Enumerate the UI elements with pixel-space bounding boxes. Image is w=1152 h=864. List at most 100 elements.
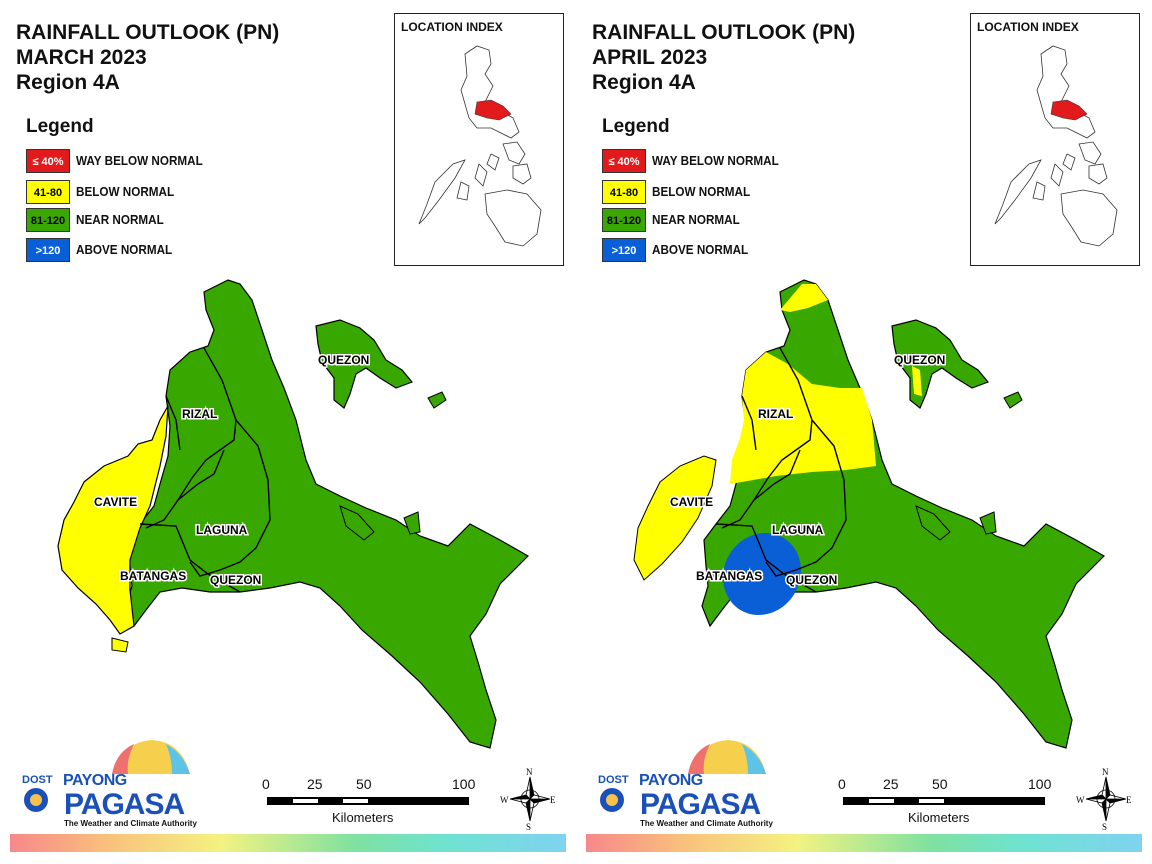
svg-text:W: W — [1076, 795, 1085, 805]
title-line-1: RAINFALL OUTLOOK (PN) — [592, 21, 856, 44]
scale-unit: Kilometers — [332, 810, 394, 825]
svg-text:W: W — [500, 795, 509, 805]
region-below-normal-north — [780, 284, 828, 312]
logo-tagline: The Weather and Climate Authority — [64, 819, 197, 828]
umbrella-logo-icon — [24, 740, 190, 812]
region-below-normal-cavite — [633, 455, 717, 581]
scale-bar: 0 25 50 100 Kilometers — [838, 776, 1058, 836]
island-small-2 — [339, 505, 375, 541]
island-small-2 — [915, 505, 951, 541]
region-below-normal-cavite — [57, 405, 169, 635]
panel-april: RAINFALL OUTLOOK (PN) APRIL 2023 Region … — [576, 0, 1152, 864]
logo-payong: PAYONG — [639, 772, 703, 789]
compass-rose-icon: N S W E — [500, 767, 556, 832]
legend-title: Legend — [602, 116, 670, 137]
title-line-2: MARCH 2023 — [16, 46, 147, 69]
scale-bar: 0 25 50 100 Kilometers — [262, 776, 482, 836]
legend-swatch-above: >120 — [26, 238, 70, 262]
label-quezon-north: QUEZON — [318, 353, 369, 367]
scale-tick-50: 50 — [932, 776, 948, 792]
scale-bar-graphic — [267, 797, 469, 805]
label-quezon-south: QUEZON — [210, 573, 261, 587]
legend-label-near: NEAR NORMAL — [652, 212, 740, 227]
legend-label-below: BELOW NORMAL — [76, 184, 175, 199]
svg-text:E: E — [1126, 795, 1132, 805]
scale-tick-100: 100 — [1028, 776, 1052, 792]
scale-tick-0: 0 — [838, 776, 846, 792]
pagasa-logo: DOST PAYONG PAGASA The Weather and Clima… — [592, 740, 773, 832]
label-laguna: LAGUNA — [196, 523, 248, 537]
legend-label-way-below: WAY BELOW NORMAL — [652, 153, 779, 168]
rainfall-map-april: QUEZON RIZAL CAVITE LAGUNA BATANGAS QUEZ… — [633, 279, 1105, 749]
scale-bar-graphic — [843, 797, 1045, 805]
legend-label-below: BELOW NORMAL — [652, 184, 751, 199]
legend-label-near: NEAR NORMAL — [76, 212, 164, 227]
legend-swatch-below: 41-80 — [26, 180, 70, 204]
scale-tick-100: 100 — [452, 776, 476, 792]
scale-tick-50: 50 — [356, 776, 372, 792]
svg-text:N: N — [526, 767, 533, 777]
island-small-1 — [427, 391, 447, 409]
svg-text:S: S — [1102, 822, 1107, 832]
label-quezon-south: QUEZON — [786, 573, 837, 587]
bottom-gradient-bar — [10, 834, 566, 852]
scale-tick-25: 25 — [883, 776, 899, 792]
island-small-3 — [403, 511, 421, 535]
island-yellow-strip — [912, 366, 922, 396]
svg-text:S: S — [526, 822, 531, 832]
pagasa-logo: DOST PAYONG PAGASA The Weather and Clima… — [16, 740, 197, 832]
label-rizal: RIZAL — [758, 407, 793, 421]
panel-march: RAINFALL OUTLOOK (PN) MARCH 2023 Region … — [10, 13, 566, 852]
island-polillo — [315, 319, 414, 409]
title-line-1: RAINFALL OUTLOOK (PN) — [16, 21, 280, 44]
title-line-3: Region 4A — [16, 71, 120, 94]
logo-dost: DOST — [22, 774, 53, 786]
logo-payong: PAYONG — [63, 772, 127, 789]
title-line-3: Region 4A — [592, 71, 696, 94]
panel-title: RAINFALL OUTLOOK (PN) APRIL 2023 Region … — [592, 20, 855, 95]
philippines-outline-icon — [994, 45, 1118, 247]
legend-swatch-way-below: ≤ 40% — [26, 149, 70, 173]
place-labels: QUEZON RIZAL CAVITE LAGUNA BATANGAS QUEZ… — [669, 352, 947, 589]
label-laguna: LAGUNA — [772, 523, 824, 537]
island-small-1 — [1003, 391, 1023, 409]
region-above-normal — [722, 532, 802, 616]
logo-tagline: The Weather and Climate Authority — [640, 819, 773, 828]
legend-swatch-near: 81-120 — [26, 208, 70, 232]
scale-tick-0: 0 — [262, 776, 270, 792]
svg-text:E: E — [550, 795, 556, 805]
legend-label-way-below: WAY BELOW NORMAL — [76, 153, 203, 168]
province-boundaries — [715, 347, 847, 593]
region-near-normal — [125, 279, 529, 749]
legend-swatch-above: >120 — [602, 238, 646, 262]
legend-title: Legend — [26, 116, 94, 137]
region-below-normal-rizal — [730, 352, 876, 484]
legend-swatch-way-below: ≤ 40% — [602, 149, 646, 173]
label-cavite: CAVITE — [94, 495, 137, 509]
location-index-title: LOCATION INDEX — [977, 20, 1079, 34]
scale-tick-25: 25 — [307, 776, 323, 792]
legend-label-above: ABOVE NORMAL — [76, 242, 173, 257]
place-labels: QUEZON RIZAL CAVITE LAGUNA BATANGAS QUEZ… — [93, 352, 371, 589]
legend-label-above: ABOVE NORMAL — [652, 242, 749, 257]
logo-dost: DOST — [598, 774, 629, 786]
rainfall-map-march: QUEZON RIZAL CAVITE LAGUNA BATANGAS QUEZ… — [57, 279, 529, 749]
scale-unit: Kilometers — [908, 810, 970, 825]
legend-swatch-below: 41-80 — [602, 180, 646, 204]
label-quezon-north: QUEZON — [894, 353, 945, 367]
logo-pagasa: PAGASA — [64, 788, 185, 821]
compass-rose-icon: N S W E — [1076, 767, 1132, 832]
label-cavite: CAVITE — [670, 495, 713, 509]
bottom-gradient-bar — [586, 834, 1142, 852]
label-batangas: BATANGAS — [120, 569, 186, 583]
svg-text:N: N — [1102, 767, 1109, 777]
location-index-title: LOCATION INDEX — [401, 20, 503, 34]
legend-swatch-near: 81-120 — [602, 208, 646, 232]
island-small-3 — [979, 511, 997, 535]
panel-title: RAINFALL OUTLOOK (PN) MARCH 2023 Region … — [16, 20, 279, 95]
label-rizal: RIZAL — [182, 407, 217, 421]
location-index-inset: LOCATION INDEX — [394, 13, 564, 266]
umbrella-logo-icon — [600, 740, 766, 812]
location-index-inset: LOCATION INDEX — [970, 13, 1140, 266]
province-boundaries — [139, 347, 271, 593]
